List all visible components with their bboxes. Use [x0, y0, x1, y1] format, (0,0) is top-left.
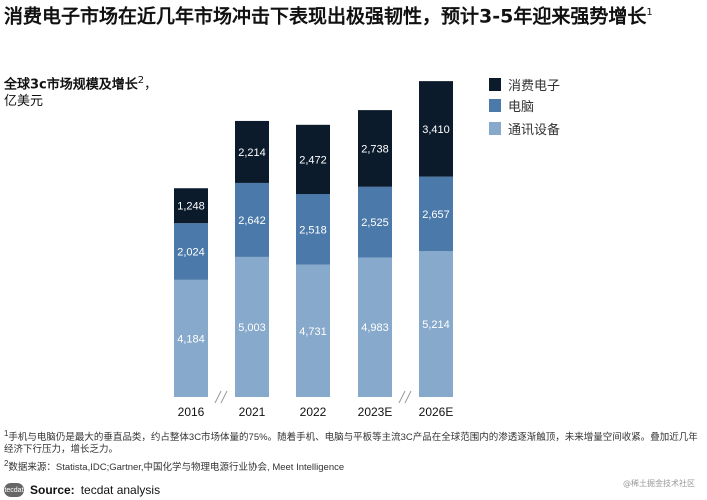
bar-segment	[174, 279, 208, 397]
bar-segment	[174, 188, 208, 224]
legend-swatch	[489, 99, 501, 112]
data-label: 2,518	[299, 224, 327, 236]
bar-segment	[419, 81, 453, 177]
axis-break-mark	[220, 390, 228, 404]
data-label: 4,983	[361, 322, 389, 334]
axis-break-mark	[398, 390, 406, 404]
data-label: 5,003	[238, 322, 266, 334]
x-tick-label: 2026E	[419, 405, 454, 419]
data-label: 4,731	[299, 326, 327, 338]
source: tecdat Source: tecdat analysis	[4, 483, 161, 497]
bar-segment	[296, 124, 330, 195]
data-label: 5,214	[422, 319, 450, 331]
data-label: 2,214	[238, 147, 266, 159]
page-title: 消费电子市场在近几年市场冲击下表现出极强韧性，预计3-5年迎来强势增长1	[4, 5, 653, 28]
legend-swatch	[489, 122, 501, 135]
x-tick-label: 2021	[239, 405, 266, 419]
data-label: 2,472	[299, 154, 327, 166]
x-tick-label: 2016	[178, 405, 205, 419]
axis-break-mark	[214, 390, 222, 404]
footnote-1: 1手机与电脑仍是最大的垂直品类，约占整体3C市场体量的75%。随着手机、电脑与平…	[4, 429, 698, 456]
bar-segment	[419, 176, 453, 252]
data-label: 2,657	[422, 209, 450, 221]
bar-segment	[174, 223, 208, 280]
bar-segment	[235, 256, 269, 397]
data-label: 2,525	[361, 217, 389, 229]
bar-segment	[419, 251, 453, 397]
data-label: 4,184	[177, 333, 205, 345]
bar-segment	[235, 120, 269, 183]
data-label: 2,738	[361, 143, 389, 155]
footnote-2: 2数据来源：Statista,IDC;Gartner,中国化学与物理电源行业协会…	[4, 459, 345, 474]
data-label: 2,642	[238, 215, 266, 227]
chart-subtitle: 全球3c市场规模及增长2， 亿美元	[4, 75, 158, 110]
data-label: 2,024	[177, 247, 205, 259]
bar-segment	[296, 194, 330, 265]
bar-segment	[358, 186, 392, 258]
tecdat-logo: tecdat	[4, 483, 24, 497]
legend-swatch	[489, 78, 501, 91]
bar-segment	[358, 257, 392, 397]
watermark: @稀土掘金技术社区	[623, 479, 695, 488]
legend-label: 电脑	[508, 100, 534, 115]
data-label: 3,410	[422, 124, 450, 136]
legend-label: 消费电子	[508, 79, 560, 94]
axis-break-mark	[404, 390, 412, 404]
data-label: 1,248	[177, 201, 205, 213]
x-tick-label: 2023E	[358, 405, 393, 419]
x-tick-label: 2022	[300, 405, 327, 419]
bar-segment	[296, 264, 330, 397]
legend-label: 通讯设备	[508, 122, 560, 138]
bar-segment	[358, 110, 392, 187]
bar-segment	[235, 182, 269, 257]
